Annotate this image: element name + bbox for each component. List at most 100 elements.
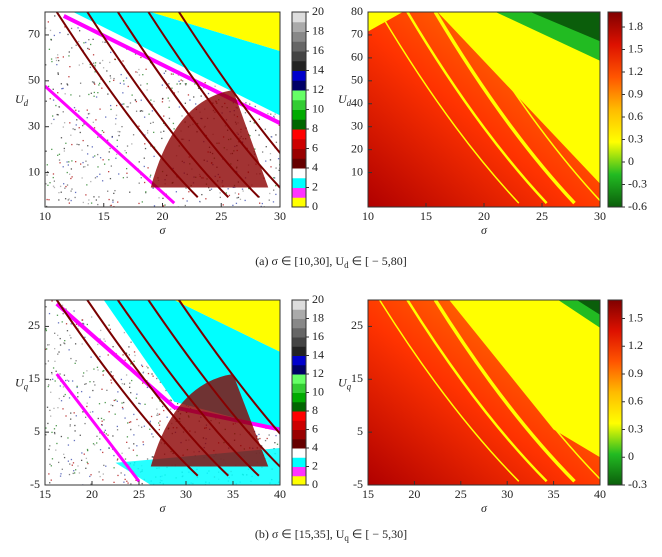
basin-speckle <box>56 113 58 116</box>
basin-speckle <box>164 204 166 206</box>
basin-speckle <box>78 30 81 32</box>
basin-speckle <box>55 59 58 62</box>
basin-speckle <box>45 205 48 207</box>
basin-speckle <box>110 404 112 406</box>
basin-speckle <box>104 429 106 431</box>
basin-speckle <box>61 304 64 306</box>
basin-speckle <box>52 185 55 187</box>
basin-speckle <box>258 118 261 120</box>
basin-speckle <box>153 155 155 158</box>
basin-speckle <box>54 380 56 382</box>
y-tick-label: 70 <box>351 27 363 41</box>
basin-speckle <box>125 167 128 170</box>
basin-speckle <box>107 93 109 95</box>
basin-speckle <box>131 94 133 96</box>
basin-speckle <box>46 198 48 201</box>
basin-speckle <box>151 397 153 399</box>
x-tick-label: 20 <box>86 487 98 501</box>
basin-speckle <box>122 177 125 179</box>
basin-speckle <box>162 197 164 200</box>
x-tick-label: 30 <box>180 487 192 501</box>
basin-speckle <box>165 389 167 392</box>
basin-speckle <box>73 106 76 109</box>
basin-speckle <box>86 448 89 451</box>
colorbar-bin <box>292 318 306 329</box>
basin-speckle <box>109 204 112 207</box>
value-curve <box>378 12 520 204</box>
x-tick-label: 25 <box>133 487 145 501</box>
x-axis-label: σ <box>481 223 488 237</box>
basin-speckle <box>83 453 85 455</box>
basin-speckle <box>74 343 77 345</box>
basin-speckle <box>68 473 71 476</box>
value-region <box>576 300 600 315</box>
basin-speckle <box>146 458 149 460</box>
basin-speckle <box>73 310 75 312</box>
basin-speckle <box>57 54 59 56</box>
basin-speckle <box>73 470 75 472</box>
basin-speckle <box>59 31 61 34</box>
basin-speckle <box>116 459 119 461</box>
basin-speckle <box>125 352 128 354</box>
basin-speckle <box>116 429 119 431</box>
value-curve <box>433 12 576 205</box>
basin-speckle <box>110 165 113 167</box>
basin-speckle <box>55 449 57 451</box>
basin-speckle <box>98 196 100 198</box>
basin-speckle <box>85 160 87 162</box>
basin-speckle <box>55 104 57 107</box>
colorbar-frame <box>607 11 623 208</box>
basin-speckle <box>52 99 55 101</box>
y-tick-label: 25 <box>28 318 40 332</box>
basin-speckle <box>272 201 275 203</box>
basin-speckle <box>165 87 168 89</box>
basin-speckle <box>46 171 49 173</box>
basin-speckle <box>138 424 140 427</box>
colorbar-tick-label: -0.3 <box>628 176 647 190</box>
basin-speckle <box>113 467 115 469</box>
basin-speckle <box>142 372 144 374</box>
colorbar-tick-label: 6 <box>312 421 318 435</box>
basin-speckle <box>70 190 72 192</box>
basin-speckle <box>143 181 146 184</box>
basin-speckle <box>50 415 52 417</box>
value-region <box>368 12 600 207</box>
basin-speckle <box>77 465 79 467</box>
basin-speckle <box>167 97 169 99</box>
basin-speckle <box>46 174 48 176</box>
basin-speckle <box>59 373 61 375</box>
x-tick-label: 30 <box>501 487 513 501</box>
basin-speckle <box>264 439 267 442</box>
basin-speckle <box>78 143 80 146</box>
basin-speckle <box>125 77 128 79</box>
basin-speckle <box>59 475 62 477</box>
basin-speckle <box>103 464 105 467</box>
basin-speckle <box>121 103 123 105</box>
basin-speckle <box>82 201 84 204</box>
basin-speckle <box>61 88 63 90</box>
basin-speckle <box>46 164 48 166</box>
basin-speckle <box>52 173 55 175</box>
basin-speckle <box>163 409 165 412</box>
basin-speckle <box>67 199 69 201</box>
basin-speckle <box>58 397 60 400</box>
y-tick-label: 15 <box>351 371 363 385</box>
basin-speckle <box>275 185 277 187</box>
basin-speckle <box>119 82 122 84</box>
basin-speckle <box>89 475 91 478</box>
basin-speckle <box>273 177 276 179</box>
basin-speckle <box>129 102 132 104</box>
basin-speckle <box>103 369 105 372</box>
basin-speckle <box>75 323 78 325</box>
basin-speckle <box>276 443 279 445</box>
basin-speckle <box>63 456 66 459</box>
basin-speckle <box>158 197 160 199</box>
basin-speckle <box>96 366 99 368</box>
basin-speckle <box>49 29 52 32</box>
basin-speckle <box>75 109 77 111</box>
basin-speckle <box>261 151 264 153</box>
basin-speckle <box>63 342 65 344</box>
basin-speckle <box>50 391 52 393</box>
basin-speckle <box>46 348 48 350</box>
basin-speckle <box>58 199 60 201</box>
